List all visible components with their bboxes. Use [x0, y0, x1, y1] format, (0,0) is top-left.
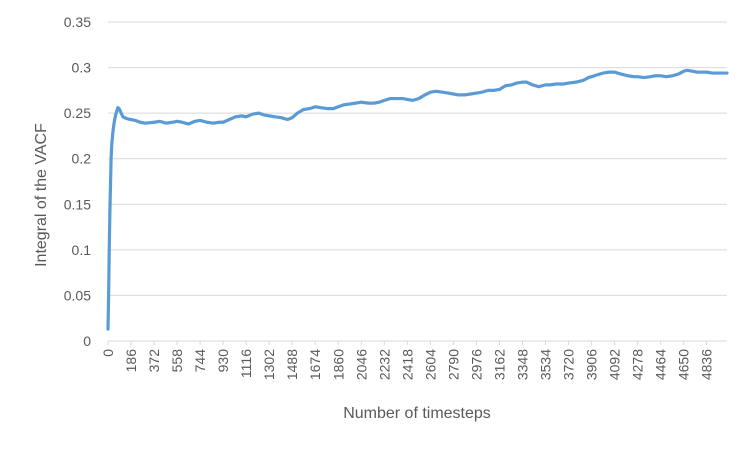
series-layer: [106, 68, 729, 331]
gridlines: [108, 21, 727, 342]
x-tick-label: 4650: [676, 349, 692, 380]
x-tick-label: 2976: [468, 349, 484, 380]
y-tick-label: 0.15: [64, 196, 91, 212]
x-axis-ticks: 0 186 372 558 744 930 1116 1302 1488 1674 1860 2046…: [100, 341, 715, 380]
x-tick-label: 0: [100, 349, 116, 357]
x-tick-label: 3348: [514, 349, 530, 380]
y-tick-label: 0.05: [64, 287, 91, 303]
x-tick-label: 4836: [699, 349, 715, 380]
x-tick-label: 2418: [399, 349, 415, 380]
y-axis-ticks: 0 0.05 0.1 0.15 0.2 0.25 0.3 0.35: [64, 14, 91, 349]
x-tick-label: 1674: [307, 349, 323, 380]
series-line: [106, 68, 729, 331]
x-tick-label: 2046: [353, 349, 369, 380]
x-tick-label: 4278: [630, 349, 646, 380]
x-tick-label: 3720: [561, 349, 577, 380]
x-tick-label: 372: [146, 349, 162, 373]
y-tick-label: 0.35: [64, 14, 91, 30]
x-tick-label: 186: [123, 349, 139, 373]
x-tick-label: 4464: [653, 349, 669, 380]
y-tick-label: 0.3: [72, 60, 92, 76]
x-tick-label: 2604: [422, 349, 438, 380]
x-axis-title: Number of timesteps: [343, 405, 491, 422]
y-tick-label: 0.2: [72, 151, 92, 167]
y-tick-label: 0.25: [64, 105, 91, 121]
x-tick-label: 2232: [376, 349, 392, 380]
y-tick-label: 0.1: [72, 242, 92, 258]
x-tick-label: 1860: [330, 349, 346, 380]
y-axis-title: Integral of the VACF: [33, 123, 50, 267]
x-tick-label: 3906: [584, 349, 600, 380]
x-tick-label: 3534: [538, 349, 554, 380]
x-tick-label: 4092: [607, 349, 623, 380]
x-tick-label: 2790: [445, 349, 461, 380]
x-tick-label: 1488: [284, 349, 300, 380]
x-tick-label: 930: [215, 349, 231, 373]
x-tick-label: 558: [169, 349, 185, 373]
y-tick-label: 0: [83, 333, 91, 349]
x-tick-label: 744: [192, 349, 208, 373]
x-tick-label: 3162: [491, 349, 507, 380]
x-tick-label: 1116: [238, 349, 254, 378]
x-tick-label: 1302: [261, 349, 277, 380]
